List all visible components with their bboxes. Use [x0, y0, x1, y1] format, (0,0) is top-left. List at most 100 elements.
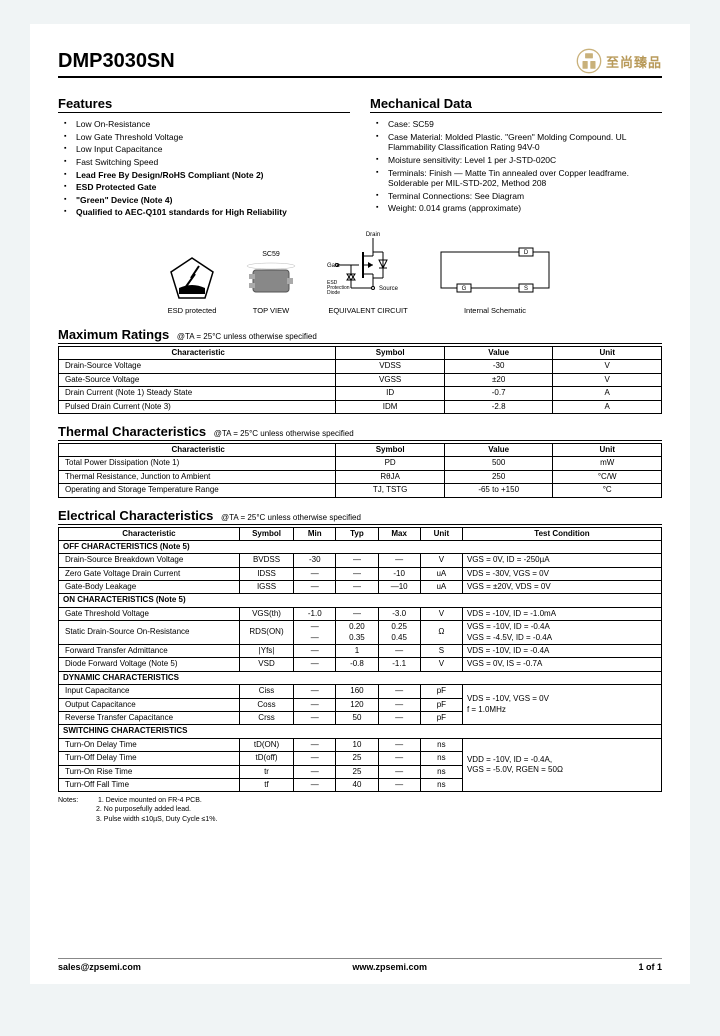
svg-text:Diode: Diode [327, 290, 340, 296]
table-cell: tf [239, 778, 293, 791]
source-label: Source [379, 286, 399, 292]
table-cell: — [336, 607, 378, 620]
table-cell: Gate Threshold Voltage [59, 607, 240, 620]
mechanical-item: Case Material: Molded Plastic. "Green" M… [374, 132, 662, 153]
table-cell: 50 [336, 711, 378, 724]
equiv-circuit-label: EQUIVALENT CIRCUIT [323, 306, 413, 315]
thermal-title: Thermal Characteristics @TA = 25°C unles… [58, 424, 662, 441]
pin-s: S [524, 286, 528, 292]
company-logo: 至尚臻品 [576, 48, 662, 74]
mechanical-item: Moisture sensitivity: Level 1 per J-STD-… [374, 155, 662, 166]
table-cell: tD(ON) [239, 738, 293, 751]
table-cell: BVDSS [239, 554, 293, 567]
table-cell: uA [420, 581, 462, 594]
table-cell: 0.200.35 [336, 621, 378, 645]
mechanical-item: Weight: 0.014 grams (approximate) [374, 203, 662, 214]
table-cell: Crss [239, 711, 293, 724]
table-cell: — [378, 554, 420, 567]
notes-section: Notes: 1. Device mounted on FR-4 PCB.2. … [58, 796, 662, 823]
table-cell: 250 [444, 470, 553, 483]
internal-schematic-icon: D G S [435, 246, 555, 304]
feature-item: Low On-Resistance [62, 119, 350, 130]
table-section-header: SWITCHING CHARACTERISTICS [59, 725, 662, 738]
table-cell: 1 [336, 645, 378, 658]
table-cell: V [553, 360, 662, 373]
test-condition: VDS = -10V, ID = -1.0mA [462, 607, 661, 620]
table-cell: — [378, 752, 420, 765]
table-cell: — [294, 698, 336, 711]
esd-icon [165, 254, 219, 304]
table-cell: — [294, 752, 336, 765]
table-cell: — [378, 685, 420, 698]
feature-item: Low Input Capacitance [62, 144, 350, 155]
table-cell: -2.8 [444, 400, 553, 413]
table-cell: 0.250.45 [378, 621, 420, 645]
pin-g: G [462, 286, 467, 292]
table-cell: — [336, 581, 378, 594]
table-cell: ±20 [444, 373, 553, 386]
test-condition: VGS = ±20V, VDS = 0V [462, 581, 661, 594]
equivalent-circuit-icon: Drain Gate [323, 230, 413, 304]
table-cell: IDSS [239, 567, 293, 580]
features-list: Low On-Resistance Low Gate Threshold Volt… [58, 119, 350, 218]
table-cell: -0.8 [336, 658, 378, 671]
table-cell: V [420, 607, 462, 620]
table-cell: Drain-Source Breakdown Voltage [59, 554, 240, 567]
table-cell: S [420, 645, 462, 658]
test-condition: VGS = 0V, IS = -0.7A [462, 658, 661, 671]
table-cell: Operating and Storage Temperature Range [59, 484, 336, 497]
sc59-label: SC59 [241, 251, 301, 258]
table-cell: — [378, 711, 420, 724]
table-cell: -3.0 [378, 607, 420, 620]
table-cell: Pulsed Drain Current (Note 3) [59, 400, 336, 413]
mechanical-list: Case: SC59 Case Material: Molded Plastic.… [370, 119, 662, 214]
table-cell: Input Capacitance [59, 685, 240, 698]
table-cell: VSD [239, 658, 293, 671]
package-top-icon [241, 260, 301, 304]
gate-label: Gate [327, 263, 341, 269]
table-cell: A [553, 400, 662, 413]
page-header: DMP3030SN 至尚臻品 [58, 48, 662, 78]
feature-item: Qualified to AEC-Q101 standards for High… [62, 207, 350, 218]
table-cell: Turn-On Delay Time [59, 738, 240, 751]
feature-item: Lead Free By Design/RoHS Compliant (Note… [62, 170, 350, 181]
table-cell: — [294, 778, 336, 791]
mechanical-item: Terminals: Finish — Matte Tin annealed o… [374, 168, 662, 189]
table-cell: V [420, 658, 462, 671]
table-cell: Coss [239, 698, 293, 711]
table-cell: -65 to +150 [444, 484, 553, 497]
table-cell: Turn-On Rise Time [59, 765, 240, 778]
table-cell: — [294, 711, 336, 724]
table-cell: — [378, 738, 420, 751]
top-view-label: TOP VIEW [241, 306, 301, 315]
table-cell: Gate-Body Leakage [59, 581, 240, 594]
datasheet-page: DMP3030SN 至尚臻品 Features Low On-Resistanc… [30, 24, 690, 984]
table-cell: — [294, 581, 336, 594]
table-cell: 120 [336, 698, 378, 711]
notes-label: Notes: [58, 796, 96, 805]
esd-label: ESD protected [165, 306, 219, 315]
test-condition: VGS = 0V, ID = -250µA [462, 554, 661, 567]
table-cell: 10 [336, 738, 378, 751]
table-cell: RDS(ON) [239, 621, 293, 645]
table-cell: ns [420, 765, 462, 778]
mechanical-item: Case: SC59 [374, 119, 662, 130]
table-cell: — [294, 658, 336, 671]
table-cell: 160 [336, 685, 378, 698]
table-cell: Gate-Source Voltage [59, 373, 336, 386]
table-cell: -30 [444, 360, 553, 373]
table-cell: —10 [378, 581, 420, 594]
table-section-header: ON CHARACTERISTICS (Note 5) [59, 594, 662, 607]
table-cell: Thermal Resistance, Junction to Ambient [59, 470, 336, 483]
table-cell: — [294, 645, 336, 658]
table-cell: Static Drain-Source On-Resistance [59, 621, 240, 645]
table-cell: VGS(th) [239, 607, 293, 620]
table-cell: pF [420, 711, 462, 724]
feature-item: Low Gate Threshold Voltage [62, 132, 350, 143]
table-cell: IDM [336, 400, 445, 413]
table-cell: 25 [336, 765, 378, 778]
table-cell: — [378, 698, 420, 711]
table-cell: A [553, 387, 662, 400]
table-cell: — [294, 765, 336, 778]
table-cell: -10 [378, 567, 420, 580]
